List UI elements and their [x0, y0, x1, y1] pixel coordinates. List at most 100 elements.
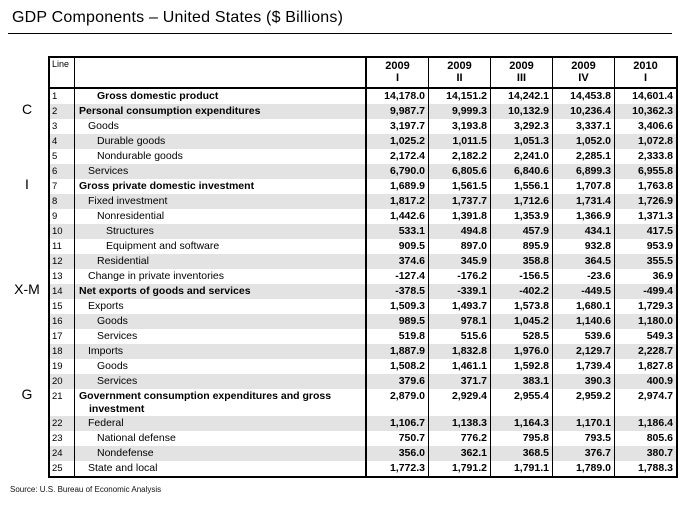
- value-cell: 14,151.2: [428, 88, 491, 104]
- line-number-cell: 11: [52, 241, 62, 252]
- value-cell: 515.6: [428, 329, 491, 344]
- description-cell: Government consumption expenditures and …: [74, 389, 366, 416]
- table-row: 7 Gross private domestic investment 1,689.…: [49, 179, 677, 194]
- value-cell: 989.5: [365, 314, 429, 329]
- value-cell: 2,129.7: [552, 344, 615, 359]
- period-quarter: II: [456, 72, 463, 84]
- content-area: Line 2009 I 2009 II 2009 III 2009 IV 2010 I 1 Gross …: [0, 34, 680, 478]
- value-cell: 1,045.2: [490, 314, 553, 329]
- value-cell: 1,509.3: [365, 299, 429, 314]
- value-cell: 793.5: [552, 431, 615, 446]
- value-cell: -339.1: [428, 284, 491, 299]
- value-cell: -449.5: [552, 284, 615, 299]
- value-cell: 3,406.6: [614, 119, 677, 134]
- value-cell: 528.5: [490, 329, 553, 344]
- period-quarter: I: [643, 72, 648, 84]
- value-cell: 1,772.3: [365, 461, 429, 477]
- row-label: Goods: [97, 315, 128, 327]
- value-cell: 1,561.5: [428, 179, 491, 194]
- value-cell: 1,887.9: [365, 344, 429, 359]
- line-number-cell: 10: [52, 226, 63, 237]
- period-quarter: III: [516, 72, 527, 84]
- value-cell: 368.5: [490, 446, 553, 461]
- value-cell: 1,832.8: [428, 344, 491, 359]
- value-cell: 417.5: [614, 224, 677, 239]
- value-cell: 6,805.6: [428, 164, 491, 179]
- value-cell: 805.6: [614, 431, 677, 446]
- description-cell: Imports: [74, 344, 366, 359]
- value-cell: 2,955.4: [490, 389, 553, 416]
- value-cell: 1,164.3: [490, 416, 553, 431]
- value-cell: 6,840.6: [490, 164, 553, 179]
- value-cell: 10,132.9: [490, 104, 553, 119]
- table-row: 10 Structures 533.1 494.8 457.9 434.1 417.5: [49, 224, 677, 239]
- line-number-cell: 2: [52, 106, 58, 117]
- description-cell: National defense: [74, 431, 366, 446]
- period-column-header: 2009 I: [365, 57, 429, 89]
- value-cell: 1,712.6: [490, 194, 553, 209]
- value-cell: 1,827.8: [614, 359, 677, 374]
- row-label: Gross private domestic investment: [79, 180, 255, 192]
- row-label: Nondurable goods: [97, 150, 183, 162]
- value-cell: 14,453.8: [552, 88, 615, 104]
- row-label: Equipment and software: [106, 240, 220, 252]
- value-cell: 539.6: [552, 329, 615, 344]
- line-number-cell: 9: [52, 211, 58, 222]
- line-number-cell: 16: [52, 316, 63, 327]
- description-cell: State and local: [74, 461, 366, 477]
- line-number-cell: 12: [52, 256, 63, 267]
- value-cell: 6,899.3: [552, 164, 615, 179]
- value-cell: 1,442.6: [365, 209, 429, 224]
- component-label-i: I: [25, 176, 29, 192]
- description-cell: Services: [74, 164, 366, 179]
- value-cell: 1,737.7: [428, 194, 491, 209]
- description-cell: Goods: [74, 359, 366, 374]
- description-cell: Nondurable goods: [74, 149, 366, 164]
- line-number-cell: 25: [52, 463, 63, 474]
- value-cell: 519.8: [365, 329, 429, 344]
- row-label: Structures: [106, 225, 154, 237]
- description-column-header: [74, 57, 366, 89]
- table-row: 1 Gross domestic product 14,178.0 14,151.2 1…: [49, 88, 677, 104]
- value-cell: 1,726.9: [614, 194, 677, 209]
- value-cell: 1,729.3: [614, 299, 677, 314]
- value-cell: 3,193.8: [428, 119, 491, 134]
- row-label: Services: [97, 375, 138, 387]
- value-cell: 533.1: [365, 224, 429, 239]
- value-cell: 1,011.5: [428, 134, 491, 149]
- table-row: 2 Personal consumption expenditures 9,987.…: [49, 104, 677, 119]
- table-row: 18 Imports 1,887.9 1,832.8 1,976.0 2,129.7 2,2…: [49, 344, 677, 359]
- line-number-cell: 23: [52, 433, 63, 444]
- description-cell: Services: [74, 374, 366, 389]
- value-cell: 376.7: [552, 446, 615, 461]
- value-cell: 362.1: [428, 446, 491, 461]
- table-row: 5 Nondurable goods 2,172.4 2,182.2 2,241.0 2,…: [49, 149, 677, 164]
- row-label: Goods: [88, 120, 119, 132]
- line-number-cell: 17: [52, 331, 63, 342]
- period-quarter: IV: [578, 72, 589, 84]
- value-cell: 1,025.2: [365, 134, 429, 149]
- table-row: 19 Goods 1,508.2 1,461.1 1,592.8 1,739.4 1,827…: [49, 359, 677, 374]
- value-cell: 953.9: [614, 239, 677, 254]
- value-cell: 1,689.9: [365, 179, 429, 194]
- table-row: 6 Services 6,790.0 6,805.6 6,840.6 6,899.3 6,9…: [49, 164, 677, 179]
- line-number-cell: 8: [52, 196, 58, 207]
- value-cell: 1,493.7: [428, 299, 491, 314]
- table-row: 23 National defense 750.7 776.2 795.8 793.5 80…: [49, 431, 677, 446]
- description-cell: Goods: [74, 314, 366, 329]
- value-cell: 795.8: [490, 431, 553, 446]
- row-label: Nondefense: [97, 447, 154, 459]
- table-row: 13 Change in private inventories -127.4 -17…: [49, 269, 677, 284]
- value-cell: 383.1: [490, 374, 553, 389]
- value-cell: 909.5: [365, 239, 429, 254]
- value-cell: 1,817.2: [365, 194, 429, 209]
- value-cell: 380.7: [614, 446, 677, 461]
- line-number-cell: 1: [52, 91, 58, 102]
- value-cell: 345.9: [428, 254, 491, 269]
- description-cell: Services: [74, 329, 366, 344]
- description-cell: Net exports of goods and services: [74, 284, 366, 299]
- value-cell: 1,366.9: [552, 209, 615, 224]
- table-row: 24 Nondefense 356.0 362.1 368.5 376.7 380.7: [49, 446, 677, 461]
- value-cell: 6,790.0: [365, 164, 429, 179]
- value-cell: 1,573.8: [490, 299, 553, 314]
